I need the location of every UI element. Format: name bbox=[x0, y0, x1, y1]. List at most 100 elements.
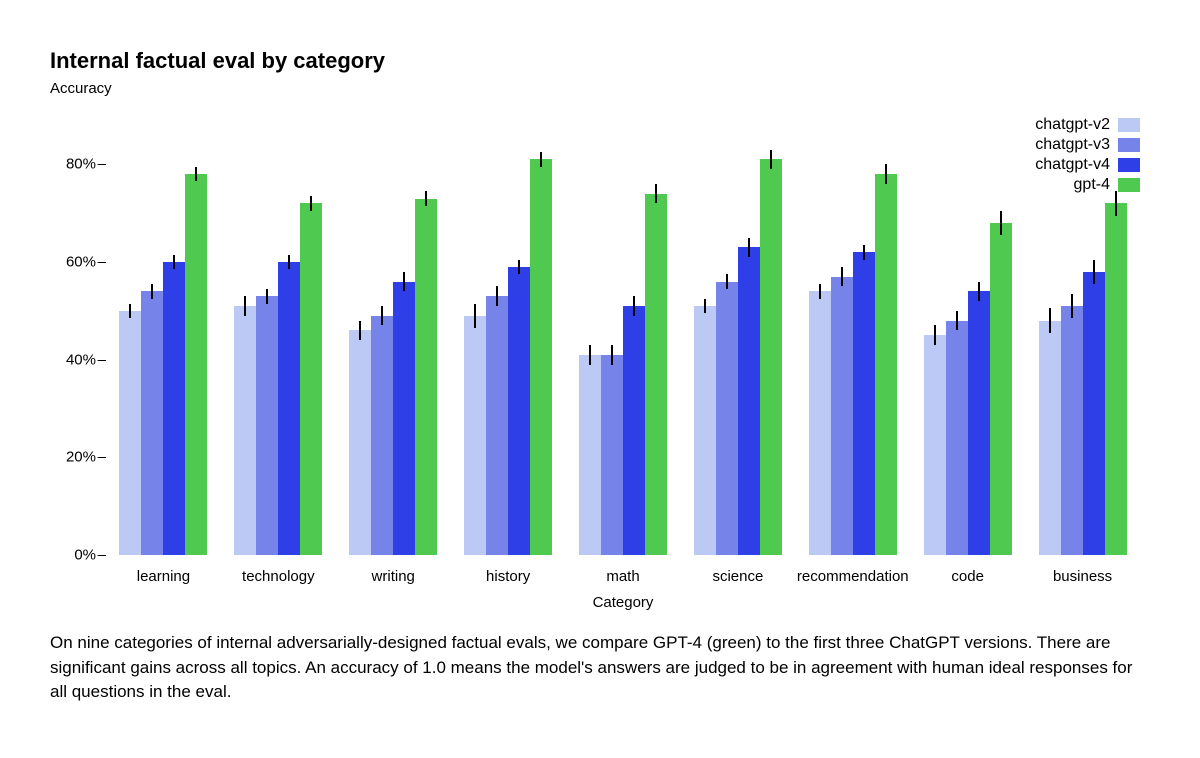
bar-slot bbox=[601, 135, 623, 555]
error-bar bbox=[770, 150, 772, 170]
bar-group bbox=[336, 135, 451, 555]
bar bbox=[694, 306, 716, 555]
bar-group bbox=[451, 135, 566, 555]
y-tick-mark: – bbox=[96, 253, 106, 270]
bar bbox=[946, 321, 968, 555]
y-tick-mark: – bbox=[96, 156, 106, 173]
y-tick-label: 60% bbox=[66, 253, 96, 270]
bar-slot bbox=[1039, 135, 1061, 555]
error-bar bbox=[173, 255, 175, 270]
bar-slot bbox=[694, 135, 716, 555]
bar-slot bbox=[831, 135, 853, 555]
error-bar bbox=[655, 184, 657, 204]
bar-group bbox=[1025, 135, 1140, 555]
y-tick-mark: – bbox=[96, 449, 106, 466]
bar-slot bbox=[119, 135, 141, 555]
y-tick-label: 40% bbox=[66, 351, 96, 368]
bar-slot bbox=[623, 135, 645, 555]
bar-slot bbox=[300, 135, 322, 555]
error-bar bbox=[611, 345, 613, 365]
error-bar bbox=[863, 245, 865, 260]
y-tick-mark: – bbox=[96, 351, 106, 368]
bar-slot bbox=[464, 135, 486, 555]
bar bbox=[119, 311, 141, 555]
bar-slot bbox=[875, 135, 897, 555]
error-bar bbox=[310, 196, 312, 211]
error-bar bbox=[978, 282, 980, 302]
bar bbox=[349, 330, 371, 555]
bar-slot bbox=[809, 135, 831, 555]
y-tick: 40% – bbox=[66, 351, 106, 368]
bar bbox=[278, 262, 300, 555]
y-tick-label: 80% bbox=[66, 156, 96, 173]
bar bbox=[415, 199, 437, 556]
bar-slot bbox=[371, 135, 393, 555]
figure-container: Internal factual eval by category Accura… bbox=[0, 0, 1200, 758]
x-tick-label: math bbox=[566, 568, 681, 585]
bar bbox=[853, 252, 875, 555]
bar bbox=[990, 223, 1012, 555]
error-bar bbox=[288, 255, 290, 270]
bar-slot bbox=[645, 135, 667, 555]
error-bar bbox=[1000, 211, 1002, 235]
error-bar bbox=[589, 345, 591, 365]
x-tick-label: recommendation bbox=[795, 568, 910, 585]
y-tick: 80% – bbox=[66, 156, 106, 173]
error-bar bbox=[934, 325, 936, 345]
error-bar bbox=[726, 274, 728, 289]
x-tick-label: learning bbox=[106, 568, 221, 585]
x-tick-label: technology bbox=[221, 568, 336, 585]
error-bar bbox=[244, 296, 246, 316]
bar bbox=[393, 282, 415, 555]
chart-area: chatgpt-v2chatgpt-v3chatgpt-v4gpt-4 0% –… bbox=[50, 115, 1150, 615]
error-bar bbox=[195, 167, 197, 182]
bar-slot bbox=[256, 135, 278, 555]
bar-slot bbox=[508, 135, 530, 555]
bar-slot bbox=[185, 135, 207, 555]
bar bbox=[601, 355, 623, 555]
error-bar bbox=[266, 289, 268, 304]
error-bar bbox=[633, 296, 635, 316]
bar bbox=[163, 262, 185, 555]
bar-slot bbox=[760, 135, 782, 555]
x-tick-label: business bbox=[1025, 568, 1140, 585]
bar-slot bbox=[946, 135, 968, 555]
bar bbox=[831, 277, 853, 555]
error-bar bbox=[1049, 308, 1051, 332]
error-bar bbox=[474, 304, 476, 328]
error-bar bbox=[1115, 191, 1117, 215]
bar bbox=[508, 267, 530, 555]
bar-slot bbox=[278, 135, 300, 555]
error-bar bbox=[748, 238, 750, 258]
x-axis-labels: learningtechnologywritinghistorymathscie… bbox=[106, 568, 1140, 585]
y-tick: 60% – bbox=[66, 253, 106, 270]
x-tick-label: writing bbox=[336, 568, 451, 585]
error-bar bbox=[956, 311, 958, 331]
bar bbox=[738, 247, 760, 555]
bar-slot bbox=[234, 135, 256, 555]
y-tick-mark: – bbox=[96, 547, 106, 564]
y-tick-label: 20% bbox=[66, 449, 96, 466]
y-axis-ticks: 0% –20% –40% –60% –80% – bbox=[50, 135, 106, 555]
bar bbox=[371, 316, 393, 555]
bar-group bbox=[910, 135, 1025, 555]
bar-slot bbox=[1105, 135, 1127, 555]
bar bbox=[1039, 321, 1061, 555]
bar bbox=[645, 194, 667, 555]
bar-slot bbox=[415, 135, 437, 555]
bar-slot bbox=[853, 135, 875, 555]
error-bar bbox=[425, 191, 427, 206]
bar-group bbox=[795, 135, 910, 555]
error-bar bbox=[518, 260, 520, 275]
legend-swatch bbox=[1118, 118, 1140, 132]
x-axis-title: Category bbox=[106, 594, 1140, 611]
bar-slot bbox=[486, 135, 508, 555]
bar-slot bbox=[716, 135, 738, 555]
error-bar bbox=[1071, 294, 1073, 318]
bar-slot bbox=[968, 135, 990, 555]
bar bbox=[760, 159, 782, 555]
bar bbox=[1105, 203, 1127, 555]
error-bar bbox=[381, 306, 383, 326]
error-bar bbox=[403, 272, 405, 292]
bar bbox=[185, 174, 207, 555]
